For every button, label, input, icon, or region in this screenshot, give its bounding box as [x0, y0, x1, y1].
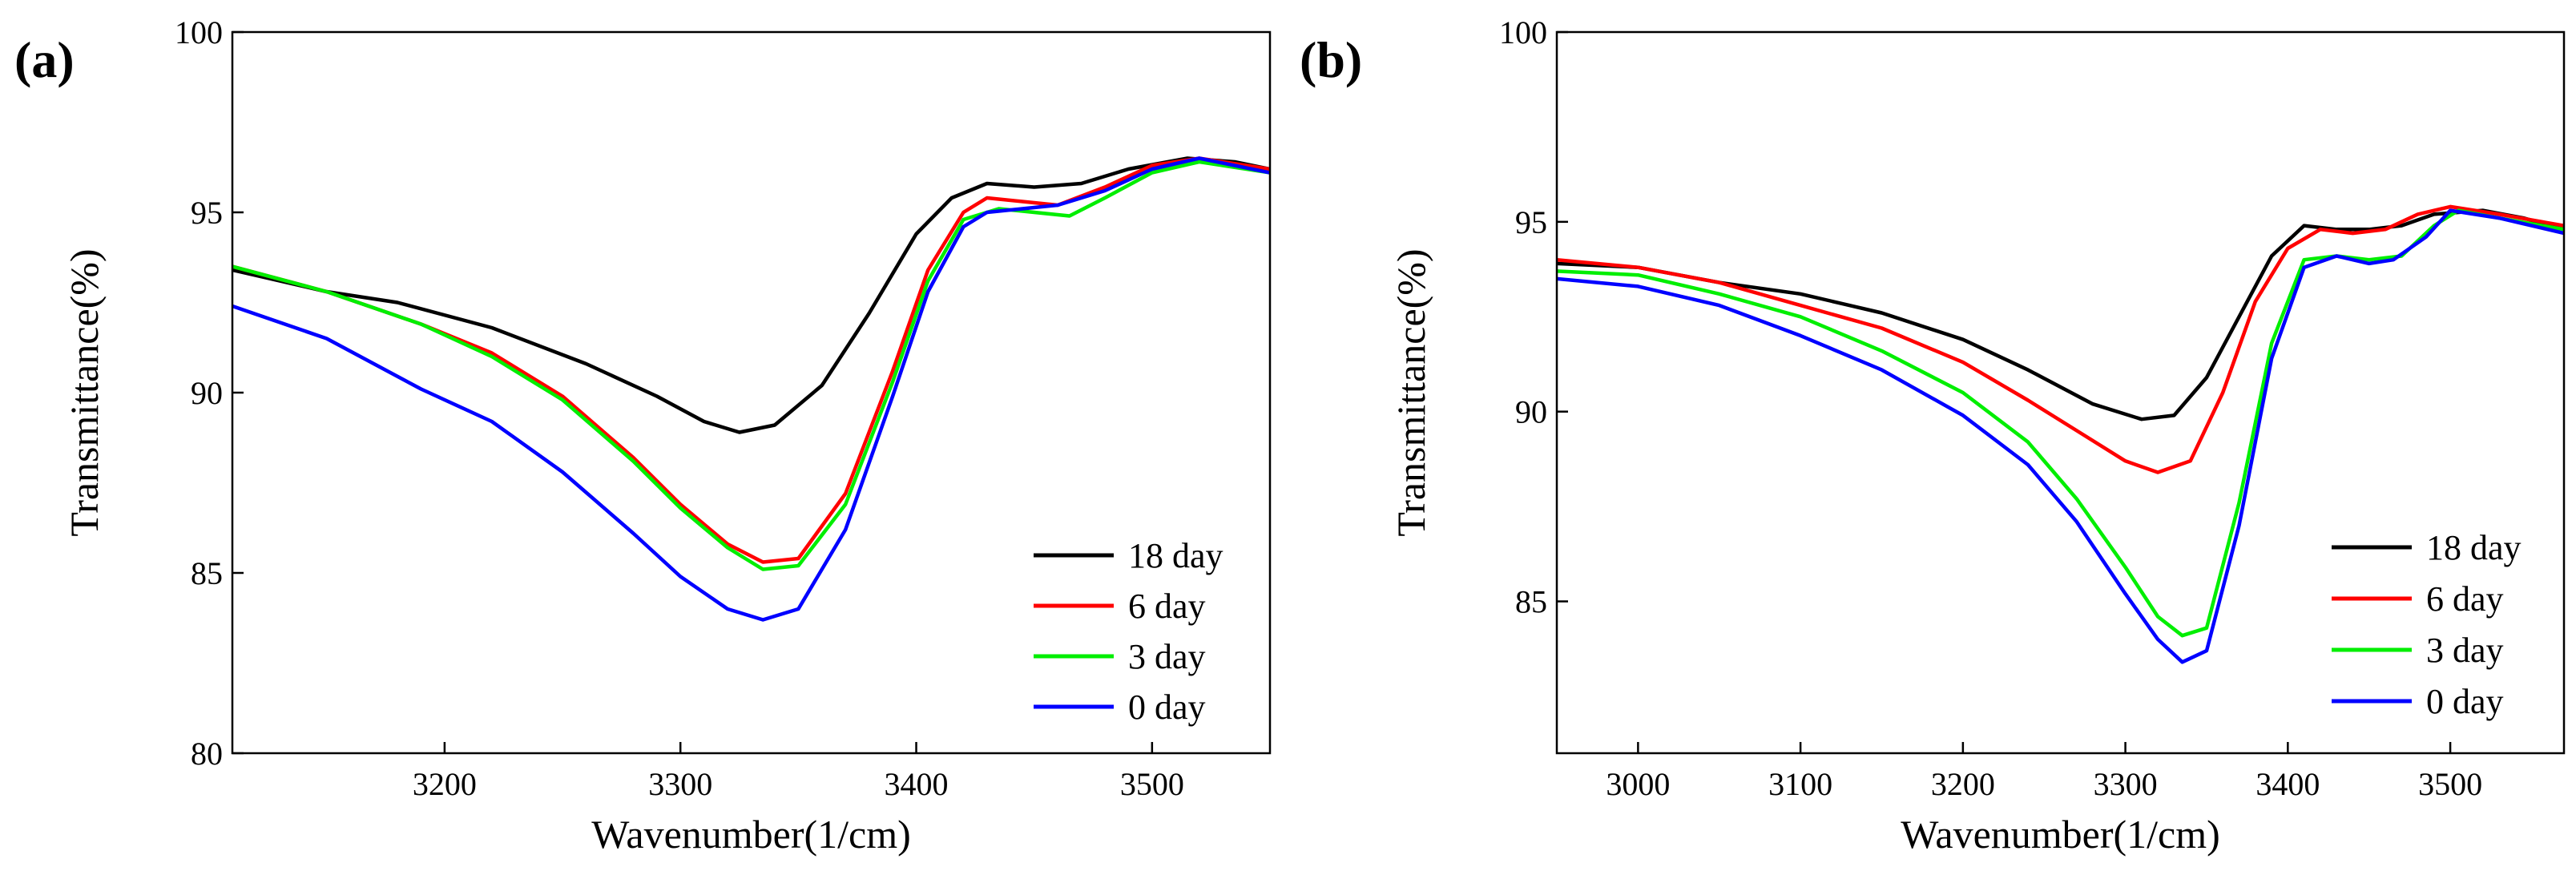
x-tick-label: 3200 — [1931, 766, 1995, 802]
y-axis-title: Transmittance(%) — [1389, 248, 1433, 536]
x-tick-label: 3300 — [2094, 766, 2158, 802]
x-tick-label: 3300 — [648, 766, 712, 802]
y-tick-label: 90 — [1515, 394, 1547, 430]
series-group — [1557, 204, 2564, 664]
y-tick-label: 95 — [191, 195, 223, 231]
series-line-3-day — [232, 159, 1270, 571]
legend-label: 0 day — [2426, 682, 2504, 721]
x-tick-label: 3100 — [1768, 766, 1832, 802]
series-line-18-day — [232, 156, 1270, 434]
legend: 18 day 6 day 3 day 0 day — [1034, 536, 1223, 727]
legend-label: 3 day — [1128, 637, 1206, 676]
x-tick-label: 3400 — [2256, 766, 2320, 802]
legend-label: 6 day — [1128, 587, 1206, 626]
y-axis-title: Transmittance(%) — [62, 248, 107, 536]
series-line-0-day — [1557, 208, 2564, 664]
y-tick-label: 80 — [191, 736, 223, 772]
series-line-0-day — [232, 156, 1270, 622]
series-line-18-day — [1557, 208, 2564, 421]
y-tick-label: 100 — [175, 14, 223, 50]
panel-a: 3200 3300 3400 3500 80 85 90 95 100 Wavenumber(1/… — [14, 14, 1272, 857]
legend-label: 3 day — [2426, 631, 2504, 670]
legend-label: 0 day — [1128, 688, 1206, 727]
plot-frame — [231, 30, 1272, 755]
legend: 18 day 6 day 3 day 0 day — [2332, 528, 2522, 721]
x-tick-label: 3000 — [1606, 766, 1670, 802]
y-tick-label: 90 — [191, 375, 223, 411]
panel-b: 3000 3100 3200 3300 3400 3500 85 90 95 100 Wavenum… — [1300, 14, 2566, 857]
plot-frame — [1555, 30, 2566, 755]
x-tick-label: 3500 — [1120, 766, 1184, 802]
series-line-3-day — [1557, 208, 2564, 638]
y-tick-label: 85 — [191, 555, 223, 591]
panel-label: (a) — [14, 31, 75, 88]
x-tick-label: 3400 — [885, 766, 949, 802]
y-tick-label: 100 — [1499, 14, 1547, 50]
legend-label: 18 day — [1128, 536, 1223, 575]
series-line-6-day — [1557, 204, 2564, 474]
series-group — [232, 156, 1270, 622]
legend-label: 6 day — [2426, 579, 2504, 619]
y-tick-label: 85 — [1515, 584, 1547, 620]
x-axis-title: Wavenumber(1/cm) — [1901, 812, 2220, 857]
legend-label: 18 day — [2426, 528, 2522, 567]
series-line-6-day — [232, 156, 1270, 564]
x-axis-title: Wavenumber(1/cm) — [591, 812, 911, 857]
x-tick-label: 3200 — [413, 766, 477, 802]
y-tick-label: 95 — [1515, 204, 1547, 240]
panel-label: (b) — [1300, 31, 1362, 88]
x-tick-label: 3500 — [2418, 766, 2482, 802]
